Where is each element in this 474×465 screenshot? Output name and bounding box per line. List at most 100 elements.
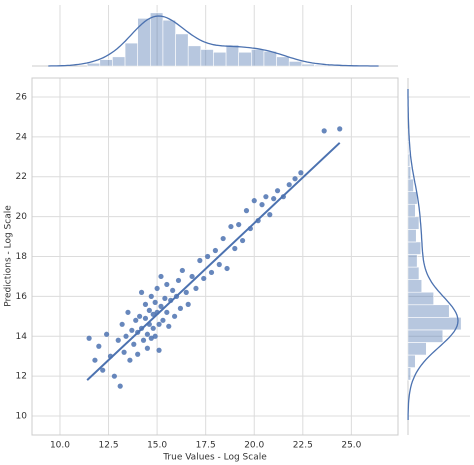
scatter-point bbox=[142, 301, 149, 307]
scatter-point bbox=[137, 313, 143, 319]
histogram-bar bbox=[276, 56, 290, 67]
scatter-point bbox=[156, 347, 162, 353]
scatter-point bbox=[148, 335, 154, 341]
y-tick-label: 12 bbox=[16, 372, 27, 382]
histogram-bar bbox=[407, 354, 416, 368]
histogram-bar bbox=[124, 42, 138, 67]
scatter-point bbox=[236, 221, 242, 228]
scatter-point bbox=[164, 281, 170, 288]
y-tick-label: 16 bbox=[16, 292, 28, 302]
y-tick-label: 14 bbox=[16, 332, 28, 342]
histogram-bar bbox=[407, 166, 412, 180]
histogram-bar bbox=[213, 51, 227, 67]
histogram-bar bbox=[99, 59, 113, 67]
histogram-bar bbox=[407, 178, 414, 192]
histogram-bar bbox=[263, 51, 277, 67]
x-axis-label: True Values - Log Scale bbox=[162, 453, 267, 463]
histogram-bar bbox=[407, 317, 462, 331]
y-tick-label: 24 bbox=[16, 132, 28, 142]
histogram-bar bbox=[407, 141, 410, 155]
scatter-point bbox=[189, 273, 195, 280]
scatter-point bbox=[321, 128, 327, 134]
scatter-point bbox=[140, 337, 147, 343]
x-tick-label: 12.5 bbox=[99, 441, 119, 451]
histogram-bar bbox=[86, 62, 101, 67]
histogram-bar bbox=[407, 191, 418, 205]
scatter-point bbox=[144, 345, 150, 351]
kde-curve bbox=[407, 89, 459, 420]
scatter-point bbox=[183, 289, 189, 295]
histogram-bar bbox=[407, 241, 422, 255]
histogram-bar bbox=[407, 342, 427, 356]
scatter-point bbox=[146, 307, 152, 313]
scatter-point bbox=[166, 323, 172, 329]
histogram-bar bbox=[288, 61, 303, 67]
scatter-point bbox=[201, 275, 207, 282]
y-axis-label: Predictions - Log Scale bbox=[4, 205, 14, 307]
histogram-bar bbox=[175, 33, 189, 67]
scatter-point bbox=[125, 309, 131, 315]
scatter-point bbox=[152, 299, 158, 305]
histogram-bar bbox=[225, 44, 240, 67]
histogram-bar bbox=[251, 49, 265, 67]
histogram-bar bbox=[187, 45, 202, 67]
scatter-point bbox=[142, 315, 149, 321]
scatter-point bbox=[267, 212, 273, 218]
scatter-point bbox=[158, 303, 164, 309]
y-tick-label: 22 bbox=[16, 172, 27, 182]
histogram-bar bbox=[407, 304, 450, 318]
regression-line bbox=[86, 142, 341, 381]
scatter-point bbox=[164, 309, 170, 315]
scatter-point bbox=[197, 257, 203, 264]
scatter-point bbox=[271, 196, 277, 202]
scatter-point bbox=[251, 198, 257, 204]
scatter-point bbox=[259, 202, 265, 208]
scatter-point bbox=[121, 349, 127, 355]
histogram-bar bbox=[407, 367, 412, 381]
scatter-point bbox=[156, 321, 162, 327]
y-tick-label: 20 bbox=[16, 212, 28, 222]
histogram-bar bbox=[407, 329, 444, 343]
histogram-bar bbox=[407, 279, 423, 293]
scatter-point bbox=[92, 357, 98, 363]
scatter-point bbox=[243, 208, 250, 214]
histogram-bar bbox=[407, 229, 417, 243]
scatter-point bbox=[133, 317, 139, 323]
kde-curve bbox=[48, 15, 379, 67]
histogram-bar bbox=[112, 56, 126, 67]
x-tick-label: 15.0 bbox=[147, 441, 167, 451]
scatter-point bbox=[160, 317, 166, 323]
scatter-point bbox=[337, 126, 343, 132]
histogram-bar bbox=[407, 216, 420, 230]
scatter-point bbox=[96, 343, 102, 349]
scatter-point bbox=[154, 285, 160, 292]
scatter-point bbox=[115, 337, 121, 343]
plot-frame bbox=[31, 77, 399, 436]
scatter-point bbox=[86, 335, 92, 341]
scatter-point bbox=[131, 341, 137, 347]
scatter-point bbox=[111, 373, 117, 379]
y-tick-label: 26 bbox=[16, 92, 28, 102]
histogram-bar bbox=[200, 49, 214, 67]
x-tick-label: 17.5 bbox=[196, 441, 216, 451]
x-tick-label: 22.5 bbox=[293, 441, 313, 451]
scatter-point bbox=[263, 194, 269, 200]
histogram-bar bbox=[162, 19, 176, 67]
scatter-point bbox=[119, 321, 125, 327]
scatter-point bbox=[127, 357, 133, 363]
x-tick-label: 20.0 bbox=[244, 441, 264, 451]
scatter-point bbox=[117, 383, 123, 389]
scatter-point bbox=[298, 170, 304, 176]
scatter-point bbox=[232, 245, 238, 252]
y-tick-label: 18 bbox=[16, 252, 28, 262]
scatter-point bbox=[129, 327, 135, 333]
scatter-point bbox=[292, 176, 298, 182]
scatter-point bbox=[158, 273, 164, 280]
scatter-point bbox=[138, 289, 145, 295]
scatter-point bbox=[144, 331, 150, 337]
histogram-bar bbox=[314, 64, 328, 67]
scatter-point bbox=[224, 265, 230, 272]
scatter-point bbox=[286, 182, 292, 188]
